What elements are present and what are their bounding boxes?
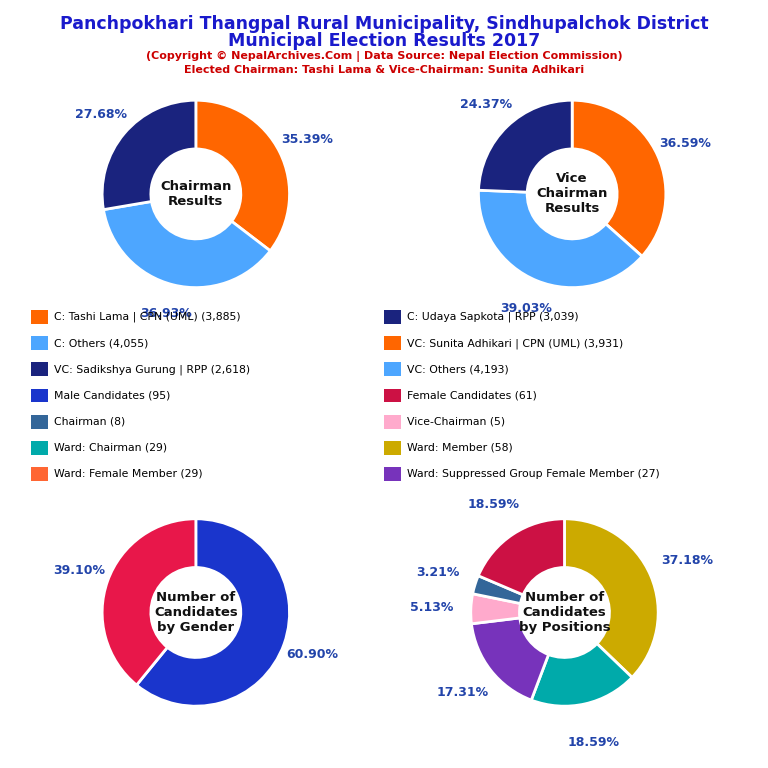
Text: 17.31%: 17.31% <box>437 686 488 699</box>
Text: 3.21%: 3.21% <box>415 567 459 579</box>
Wedge shape <box>478 190 642 287</box>
Text: 39.03%: 39.03% <box>500 302 551 315</box>
Text: VC: Others (4,193): VC: Others (4,193) <box>407 364 508 375</box>
Text: Panchpokhari Thangpal Rural Municipality, Sindhupalchok District: Panchpokhari Thangpal Rural Municipality… <box>60 15 708 33</box>
Text: 39.10%: 39.10% <box>53 564 105 578</box>
Text: 35.39%: 35.39% <box>281 133 333 146</box>
Wedge shape <box>564 519 658 677</box>
Wedge shape <box>478 518 564 595</box>
Text: Number of
Candidates
by Positions: Number of Candidates by Positions <box>518 591 611 634</box>
Wedge shape <box>531 644 632 706</box>
Text: 37.18%: 37.18% <box>661 554 713 567</box>
Text: C: Others (4,055): C: Others (4,055) <box>54 338 148 349</box>
Text: Municipal Election Results 2017: Municipal Election Results 2017 <box>228 32 540 50</box>
Wedge shape <box>104 201 270 287</box>
Text: C: Udaya Sapkota | RPP (3,039): C: Udaya Sapkota | RPP (3,039) <box>407 312 578 323</box>
Wedge shape <box>471 594 521 624</box>
Wedge shape <box>102 519 196 685</box>
Text: Ward: Female Member (29): Ward: Female Member (29) <box>54 468 203 479</box>
Text: Number of
Candidates
by Gender: Number of Candidates by Gender <box>154 591 238 634</box>
Text: 5.13%: 5.13% <box>410 601 453 614</box>
Wedge shape <box>102 101 196 210</box>
Text: (Copyright © NepalArchives.Com | Data Source: Nepal Election Commission): (Copyright © NepalArchives.Com | Data So… <box>146 51 622 61</box>
Wedge shape <box>478 100 572 192</box>
Text: Chairman (8): Chairman (8) <box>54 416 125 427</box>
Text: Elected Chairman: Tashi Lama & Vice-Chairman: Sunita Adhikari: Elected Chairman: Tashi Lama & Vice-Chai… <box>184 65 584 74</box>
Text: 24.37%: 24.37% <box>460 98 512 111</box>
Text: Ward: Chairman (29): Ward: Chairman (29) <box>54 442 167 453</box>
Text: Ward: Member (58): Ward: Member (58) <box>407 442 513 453</box>
Text: VC: Sunita Adhikari | CPN (UML) (3,931): VC: Sunita Adhikari | CPN (UML) (3,931) <box>407 338 624 349</box>
Text: 36.93%: 36.93% <box>141 307 192 320</box>
Text: Chairman
Results: Chairman Results <box>161 180 231 208</box>
Text: 18.59%: 18.59% <box>568 736 620 749</box>
Text: Female Candidates (61): Female Candidates (61) <box>407 390 537 401</box>
Text: Vice
Chairman
Results: Vice Chairman Results <box>537 173 607 215</box>
Wedge shape <box>472 618 548 700</box>
Text: Male Candidates (95): Male Candidates (95) <box>54 390 170 401</box>
Text: Vice-Chairman (5): Vice-Chairman (5) <box>407 416 505 427</box>
Wedge shape <box>196 101 290 251</box>
Text: 18.59%: 18.59% <box>467 498 519 511</box>
Text: 60.90%: 60.90% <box>286 647 339 660</box>
Wedge shape <box>472 576 523 604</box>
Wedge shape <box>572 101 666 257</box>
Text: C: Tashi Lama | CPN (UML) (3,885): C: Tashi Lama | CPN (UML) (3,885) <box>54 312 240 323</box>
Text: Ward: Suppressed Group Female Member (27): Ward: Suppressed Group Female Member (27… <box>407 468 660 479</box>
Text: VC: Sadikshya Gurung | RPP (2,618): VC: Sadikshya Gurung | RPP (2,618) <box>54 364 250 375</box>
Text: 36.59%: 36.59% <box>659 137 711 150</box>
Text: 27.68%: 27.68% <box>75 108 127 121</box>
Wedge shape <box>137 519 290 706</box>
